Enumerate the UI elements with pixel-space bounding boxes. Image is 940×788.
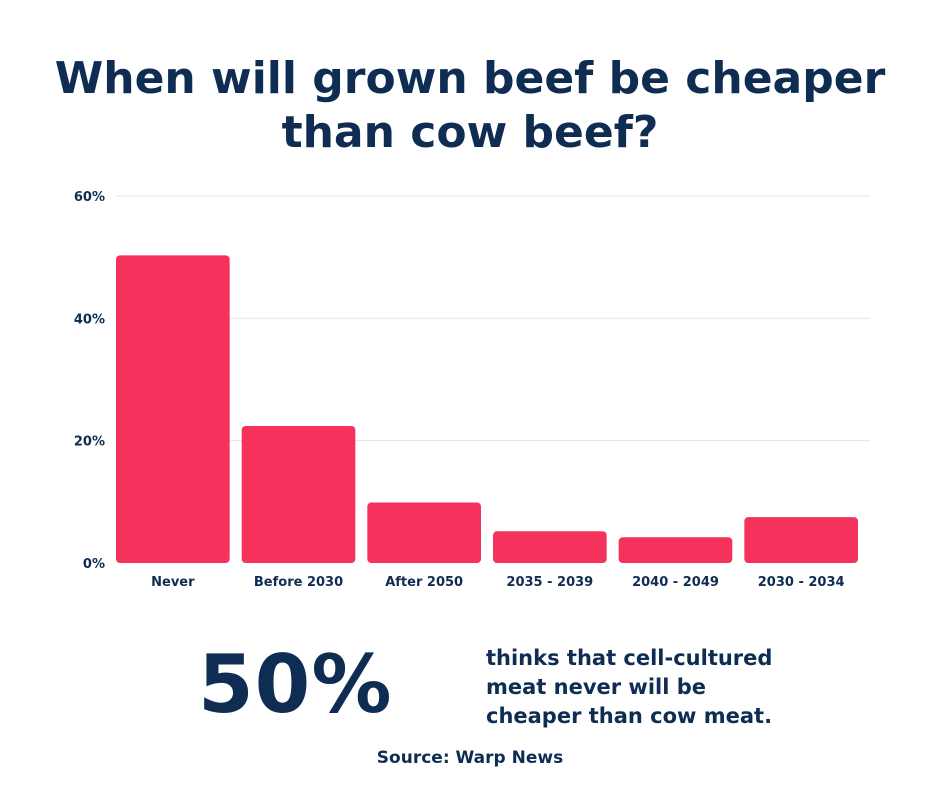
title-line-1: When will grown beef be cheaper [54, 53, 886, 104]
source-note: Source: Warp News [376, 748, 564, 768]
x-tick-label: 2030 - 2034 [758, 575, 845, 590]
x-tick-label: 2040 - 2049 [632, 575, 719, 590]
y-tick-label: 40% [74, 312, 105, 327]
x-tick-label: After 2050 [385, 575, 463, 590]
highlight-value: 50% [198, 638, 393, 731]
bar [367, 502, 481, 563]
y-axis-ticks: 0% 20% 40% 60% [74, 190, 105, 572]
y-tick-label: 60% [74, 190, 105, 205]
x-tick-label: Never [151, 575, 195, 590]
bar [241, 425, 356, 563]
bars [116, 255, 858, 563]
chart-title: When will grown beef be cheaper than cow… [0, 52, 940, 160]
bar-chart: 0% 20% 40% 60% Never Before 2030 After 2050 20… [74, 190, 870, 590]
y-tick-label: 0% [83, 557, 105, 572]
highlight-text-line-3: cheaper than cow meat. [486, 704, 773, 728]
y-tick-label: 20% [74, 435, 105, 450]
bar [116, 255, 230, 563]
bar [493, 531, 607, 563]
bar [618, 537, 733, 563]
x-tick-label: Before 2030 [254, 575, 343, 590]
highlight-text: thinks that cell-cultured meat never wil… [486, 644, 826, 731]
title-line-2: than cow beef? [281, 107, 659, 158]
x-axis-ticks: Never Before 2030 After 2050 2035 - 2039 204… [151, 575, 844, 590]
highlight-text-line-2: meat never will be [486, 675, 707, 699]
bar [744, 517, 858, 563]
x-tick-label: 2035 - 2039 [506, 575, 593, 590]
highlight-text-line-1: thinks that cell-cultured [486, 646, 773, 670]
